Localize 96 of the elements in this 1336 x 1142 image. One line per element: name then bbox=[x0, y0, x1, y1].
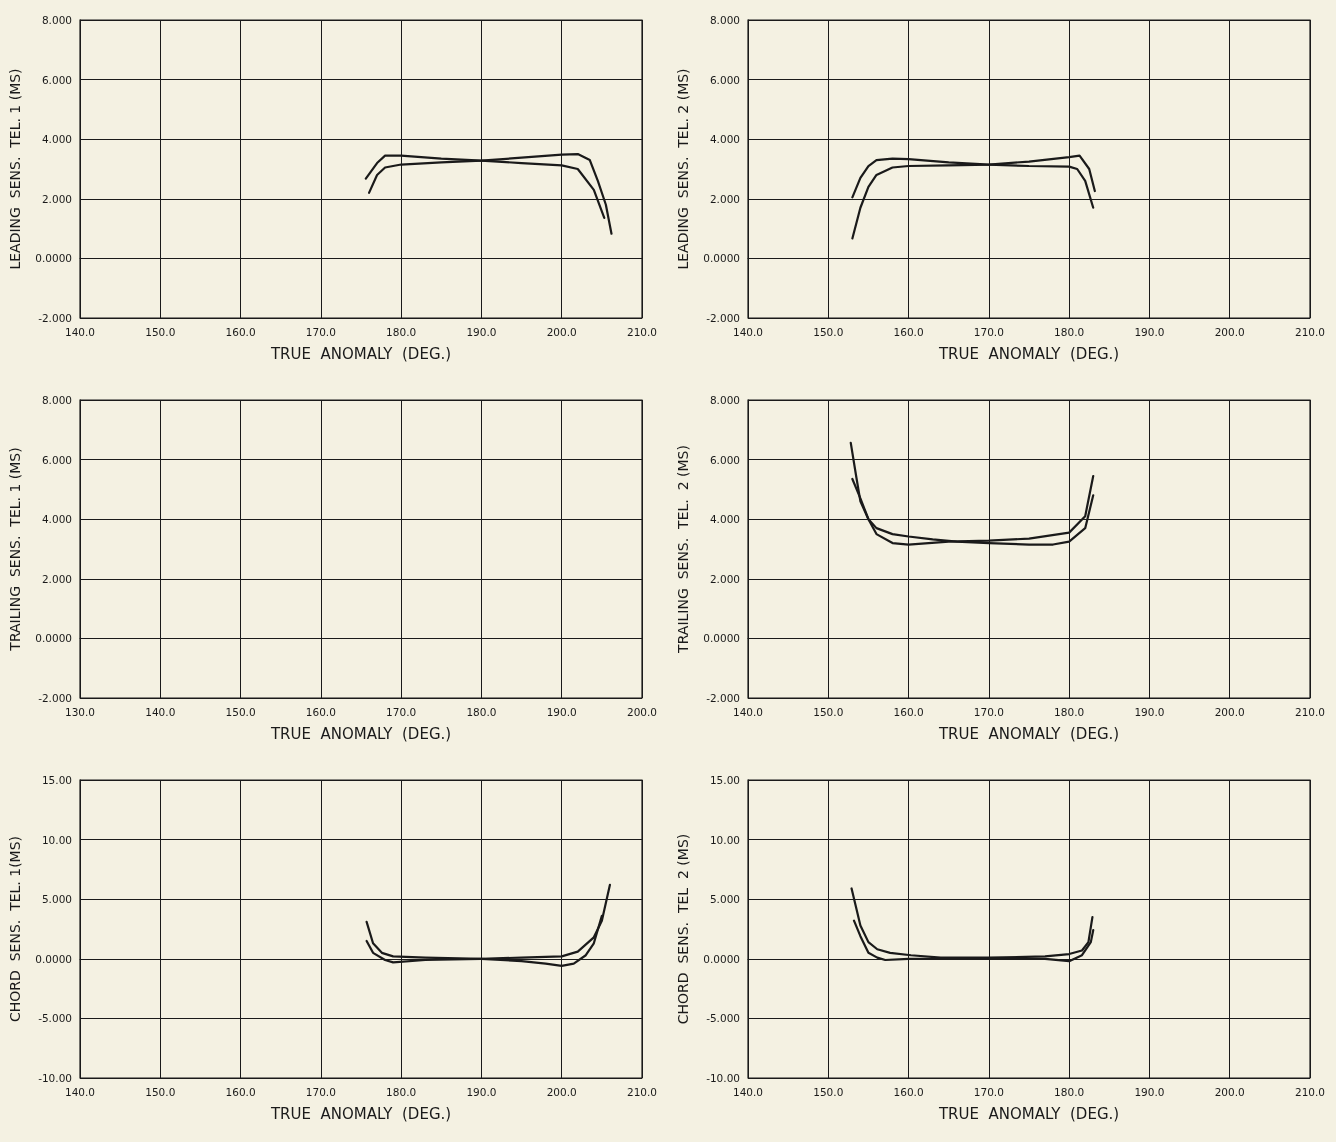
x-tick-label: 200.0 bbox=[546, 1085, 577, 1098]
y-tick-label: 4.000 bbox=[41, 133, 72, 146]
x-tick-label: 190.0 bbox=[466, 1085, 497, 1098]
x-tick-label: 150.0 bbox=[145, 325, 176, 338]
x-tick-label: 210.0 bbox=[1294, 705, 1326, 718]
x-tick-label: 170.0 bbox=[973, 1085, 1004, 1098]
y-tick-label: 0.0000 bbox=[35, 952, 72, 965]
x-tick-label: 180.0 bbox=[386, 1085, 417, 1098]
x-tick-label: 210.0 bbox=[626, 325, 658, 338]
y-axis-title: LEADING SENS. TEL. 1 (MS) bbox=[7, 68, 23, 270]
y-tick-label: 2.000 bbox=[41, 192, 72, 205]
y-tick-label: 8.000 bbox=[709, 14, 740, 26]
y-tick-label: 0.0000 bbox=[703, 252, 740, 265]
y-tick-label: 6.000 bbox=[41, 73, 72, 86]
x-tick-label: 160.0 bbox=[893, 705, 924, 718]
y-tick-label: 4.000 bbox=[709, 513, 740, 526]
x-tick-label: 140.0 bbox=[732, 325, 764, 338]
x-tick-label: 190.0 bbox=[546, 705, 577, 718]
y-tick-label: 2.000 bbox=[41, 572, 72, 585]
y-axis-title: LEADING SENS. TEL. 2 (MS) bbox=[675, 68, 691, 270]
x-tick-label: 190.0 bbox=[466, 325, 497, 338]
x-tick-label: 200.0 bbox=[1214, 325, 1245, 338]
x-tick-label: 170.0 bbox=[305, 325, 336, 338]
x-tick-label: 160.0 bbox=[305, 705, 336, 718]
x-tick-label: 190.0 bbox=[1134, 325, 1165, 338]
y-tick-label: -10.00 bbox=[38, 1072, 72, 1084]
x-tick-label: 150.0 bbox=[813, 325, 844, 338]
y-tick-label: -10.00 bbox=[706, 1072, 740, 1084]
y-tick-label: -2.000 bbox=[706, 692, 740, 704]
x-tick-label: 180.0 bbox=[1054, 1085, 1085, 1098]
y-tick-label: -5.000 bbox=[38, 1012, 72, 1025]
x-axis-title: TRUE ANOMALY (DEG.) bbox=[937, 1104, 1120, 1123]
x-tick-label: 160.0 bbox=[893, 1085, 924, 1098]
x-tick-label: 170.0 bbox=[305, 1085, 336, 1098]
x-tick-label: 150.0 bbox=[145, 1085, 176, 1098]
y-axis-title: CHORD SENS. TEL. 1(MS) bbox=[7, 835, 23, 1023]
x-tick-label: 210.0 bbox=[626, 1085, 658, 1098]
y-tick-label: 8.000 bbox=[41, 394, 72, 406]
x-tick-label: 140.0 bbox=[145, 705, 176, 718]
x-tick-label: 210.0 bbox=[1294, 1085, 1326, 1098]
x-tick-label: 140.0 bbox=[64, 325, 96, 338]
y-tick-label: -2.000 bbox=[38, 312, 72, 324]
y-tick-label: 5.000 bbox=[41, 893, 72, 906]
x-tick-label: 200.0 bbox=[546, 325, 577, 338]
x-axis-title: TRUE ANOMALY (DEG.) bbox=[937, 724, 1120, 743]
y-tick-label: 0.0000 bbox=[703, 952, 740, 965]
y-tick-label: -2.000 bbox=[38, 692, 72, 704]
x-axis-title: TRUE ANOMALY (DEG.) bbox=[269, 344, 452, 363]
x-tick-label: 160.0 bbox=[225, 1085, 256, 1098]
x-tick-label: 130.0 bbox=[64, 705, 96, 718]
x-tick-label: 160.0 bbox=[225, 325, 256, 338]
x-tick-label: 140.0 bbox=[732, 705, 764, 718]
x-tick-label: 140.0 bbox=[732, 1085, 764, 1098]
y-tick-label: 4.000 bbox=[41, 513, 72, 526]
x-tick-label: 190.0 bbox=[1134, 705, 1165, 718]
x-axis-title: TRUE ANOMALY (DEG.) bbox=[937, 344, 1120, 363]
y-axis-title: TRAILING SENS. TEL. 1 (MS) bbox=[7, 447, 23, 652]
x-tick-label: 150.0 bbox=[813, 1085, 844, 1098]
y-tick-label: -2.000 bbox=[706, 312, 740, 324]
x-tick-label: 190.0 bbox=[1134, 1085, 1165, 1098]
x-tick-label: 150.0 bbox=[225, 705, 256, 718]
y-tick-label: 8.000 bbox=[41, 14, 72, 26]
y-tick-label: -5.000 bbox=[706, 1012, 740, 1025]
x-axis-title: TRUE ANOMALY (DEG.) bbox=[269, 724, 452, 743]
y-tick-label: 8.000 bbox=[709, 394, 740, 406]
y-tick-label: 0.0000 bbox=[35, 632, 72, 645]
x-tick-label: 150.0 bbox=[813, 705, 844, 718]
y-axis-title: TRAILING SENS. TEL. 2 (MS) bbox=[675, 445, 691, 654]
x-tick-label: 170.0 bbox=[973, 705, 1004, 718]
y-tick-label: 6.000 bbox=[709, 453, 740, 466]
y-tick-label: 10.00 bbox=[41, 833, 72, 846]
y-tick-label: 15.00 bbox=[709, 774, 740, 786]
y-tick-label: 15.00 bbox=[41, 774, 72, 786]
x-tick-label: 200.0 bbox=[1214, 705, 1245, 718]
x-axis-title: TRUE ANOMALY (DEG.) bbox=[269, 1104, 452, 1123]
y-tick-label: 6.000 bbox=[41, 453, 72, 466]
y-tick-label: 2.000 bbox=[709, 192, 740, 205]
y-tick-label: 2.000 bbox=[709, 572, 740, 585]
x-tick-label: 180.0 bbox=[386, 325, 417, 338]
x-tick-label: 180.0 bbox=[1054, 325, 1085, 338]
x-tick-label: 200.0 bbox=[1214, 1085, 1245, 1098]
y-tick-label: 5.000 bbox=[709, 893, 740, 906]
y-tick-label: 0.0000 bbox=[703, 632, 740, 645]
x-tick-label: 180.0 bbox=[466, 705, 497, 718]
x-tick-label: 210.0 bbox=[1294, 325, 1326, 338]
x-tick-label: 140.0 bbox=[64, 1085, 96, 1098]
y-tick-label: 0.0000 bbox=[35, 252, 72, 265]
y-tick-label: 4.000 bbox=[709, 133, 740, 146]
x-tick-label: 170.0 bbox=[386, 705, 417, 718]
x-tick-label: 170.0 bbox=[973, 325, 1004, 338]
y-tick-label: 6.000 bbox=[709, 73, 740, 86]
y-axis-title: CHORD SENS. TEL 2 (MS) bbox=[675, 833, 691, 1025]
x-tick-label: 160.0 bbox=[893, 325, 924, 338]
x-tick-label: 200.0 bbox=[626, 705, 658, 718]
y-tick-label: 10.00 bbox=[709, 833, 740, 846]
x-tick-label: 180.0 bbox=[1054, 705, 1085, 718]
